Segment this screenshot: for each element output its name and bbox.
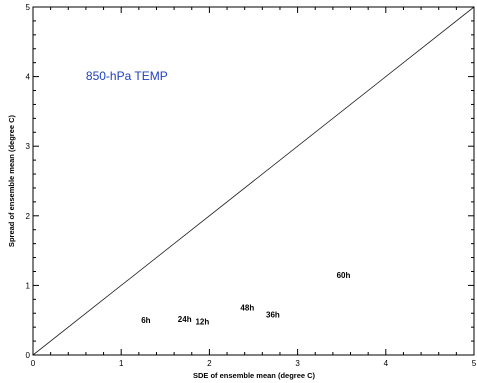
data-point-label: 60h <box>337 271 351 280</box>
x-axis-ticks: 0 1 2 3 4 5 <box>31 7 477 368</box>
y-tick-label: 1 <box>26 281 31 290</box>
y-tick-label: 5 <box>26 3 31 12</box>
y-tick-label: 2 <box>26 212 31 221</box>
y-tick-label: 3 <box>26 142 31 151</box>
plot-frame <box>32 6 475 356</box>
x-tick-label: 0 <box>31 359 36 368</box>
x-axis-label: SDE of ensemble mean (degree C) <box>193 371 316 380</box>
x-tick-label: 5 <box>472 359 477 368</box>
one-to-one-line <box>32 6 475 356</box>
x-tick-label: 3 <box>295 359 300 368</box>
x-tick-label: 1 <box>119 359 124 368</box>
chart-annotation: 850-hPa TEMP <box>86 69 168 83</box>
data-point-label: 24h <box>178 315 192 324</box>
y-tick-label: 4 <box>26 73 31 82</box>
data-point-label: 36h <box>266 311 280 320</box>
y-axis-label: Spread of ensemble mean (degree C) <box>7 114 16 247</box>
x-tick-label: 2 <box>207 359 212 368</box>
y-axis-ticks: 0 1 2 3 4 5 <box>26 3 474 360</box>
data-points: 6h 24h 12h 48h 36h 60h <box>141 271 350 327</box>
data-point-label: 12h <box>195 318 209 327</box>
data-point-label: 6h <box>141 316 150 325</box>
data-point-label: 48h <box>240 304 254 313</box>
y-tick-label: 0 <box>26 351 31 360</box>
x-tick-label: 4 <box>384 359 389 368</box>
